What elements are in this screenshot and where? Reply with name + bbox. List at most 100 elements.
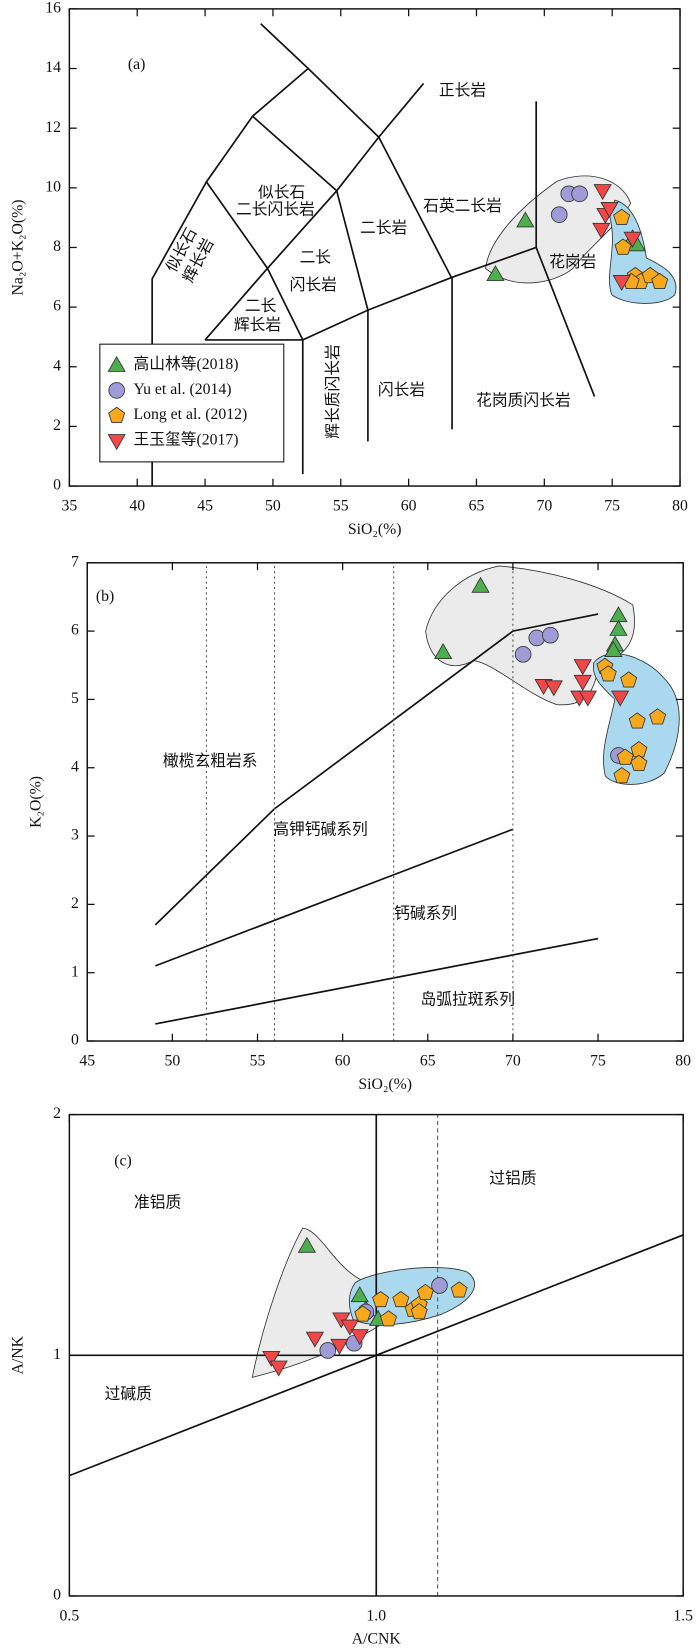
data-point [542,626,559,644]
data-point [486,265,505,282]
field-label: 二长 [245,297,277,315]
data-point [630,754,648,771]
data-point [433,643,453,660]
x-tick-label: 50 [265,498,281,515]
data-point [380,1310,398,1327]
reference-line [252,115,338,192]
legend-marker [107,434,126,451]
reference-line [155,828,514,967]
x-tick-label: 45 [197,498,213,515]
field-label: 辉长质闪长岩 [324,344,342,439]
data-point [628,712,646,729]
data-point [450,1281,468,1298]
x-tick-label: 75 [604,498,620,515]
data-point [528,629,546,647]
field-label: 岛弧拉斑系列 [420,991,514,1009]
panel-label: (b) [96,588,114,605]
x-tick-label: 0.5 [60,1608,80,1625]
field-label: 准铝质 [134,1194,181,1212]
data-point [593,184,612,201]
legend-label: 王玉玺等(2017) [133,430,238,448]
y-tick-label: 2 [71,895,79,912]
field-label: 闪长岩 [290,276,337,294]
field-label: 辉长岩 [234,316,281,334]
data-point [431,1277,448,1294]
x-tick-label: 1.0 [366,1608,386,1625]
reference-line [69,1234,684,1477]
data-point [330,1338,349,1355]
field-label: 花岗质闪长岩 [476,392,571,410]
x-tick-label: 70 [536,498,552,515]
data-point [623,231,642,248]
data-point [410,1303,428,1320]
data-point [573,659,592,676]
y-tick-label: 2 [53,1105,61,1122]
legend-marker [108,382,125,399]
field-label: 橄榄玄粗岩系 [163,752,258,770]
y-tick-label: 4 [71,758,79,775]
legend-label: 高山林等(2018) [133,355,238,373]
data-point [262,1350,281,1367]
data-point [599,665,617,682]
y-tick-label: 4 [53,357,61,374]
panel-label: (c) [114,1152,131,1169]
y-tick-label: 3 [71,827,79,844]
data-point [573,674,592,691]
x-tick-label: 50 [164,1053,180,1070]
legend-label: Long et al. (2012) [133,406,247,423]
field-label: 二长 [300,249,332,267]
panel-label: (a) [128,56,145,73]
y-axis-label: A/NK [10,1335,27,1374]
x-tick-label: 55 [250,1053,266,1070]
x-tick-label: 80 [672,498,688,515]
data-point [516,211,535,228]
y-tick-label: 16 [45,0,61,16]
field-label: 二长闪长岩 [236,200,315,218]
y-tick-label: 1 [71,963,79,980]
data-point [616,748,634,765]
field-label: 闪长岩 [378,381,425,399]
data-point [372,1290,390,1308]
data-point [620,671,638,688]
data-point [611,690,630,707]
field-label: 过铝质 [489,1169,536,1187]
reference-line [335,190,369,311]
data-point [614,238,632,255]
legend-label: Yu et al. (2014) [133,381,231,398]
y-axis-label: K₂O(%) [27,776,44,828]
y-axis-label: Na₂O+K₂O(%) [10,199,27,295]
data-point [305,1331,325,1348]
data-point [612,275,631,292]
x-tick-label: 40 [129,498,145,515]
legend-marker [107,355,126,372]
data-point [604,640,623,657]
y-tick-label: 5 [71,690,79,707]
data-point [571,185,588,203]
y-tick-label: 0 [71,1032,79,1049]
y-tick-label: 8 [53,238,61,255]
y-tick-label: 14 [45,59,61,76]
x-tick-label: 1.5 [673,1608,693,1625]
data-point [609,619,628,636]
reference-line [205,181,269,269]
x-tick-label: 45 [79,1053,95,1070]
data-point [350,1329,369,1346]
x-axis-label: A/CNK [352,1631,402,1648]
data-point [649,708,667,725]
x-axis-label: SiO₂(%) [358,1076,412,1093]
data-point [340,1319,360,1336]
field-label: 石英二长岩 [423,197,502,215]
x-axis-label: SiO₂(%) [348,521,402,538]
field-label: 过碱质 [105,1385,152,1403]
y-tick-label: 0 [53,1587,61,1604]
data-point [613,767,631,784]
x-tick-label: 60 [335,1053,351,1070]
field-label: 似长石 [258,183,305,201]
legend-box [99,343,285,463]
data-point [600,201,619,218]
x-tick-label: 35 [61,498,77,515]
data-point [613,208,631,225]
plot-frame [86,562,684,1042]
